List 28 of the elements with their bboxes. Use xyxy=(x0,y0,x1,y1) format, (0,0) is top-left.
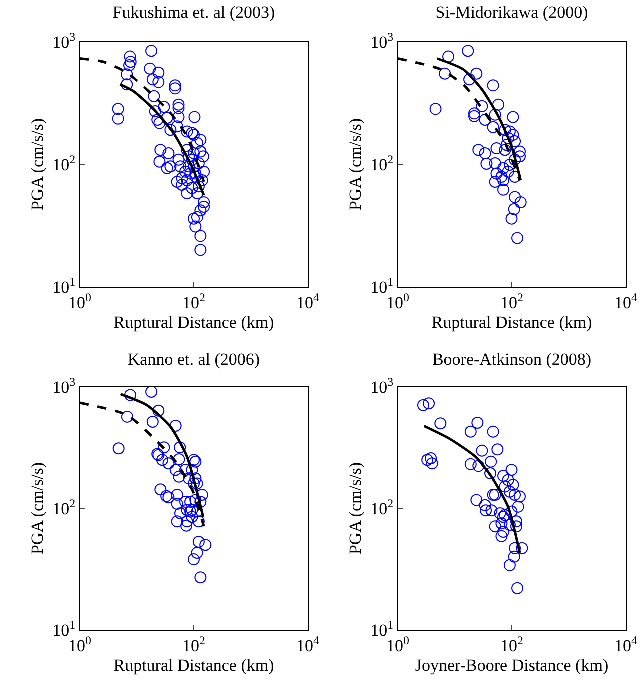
x-tick-label: 10$^{2}$ xyxy=(500,633,524,656)
x-tick-label: 10$^{4}$ xyxy=(296,290,320,312)
y-tick-label: 10$^{2}$ xyxy=(52,496,76,518)
x-tick-label: 10$^{4}$ xyxy=(614,290,638,312)
x-tick-label: 10$^{2}$ xyxy=(182,633,206,656)
y-tick-label: 10$^{3}$ xyxy=(52,30,76,52)
y-tick-label: 10$^{2}$ xyxy=(370,496,394,518)
x-tick-label: 10$^{2}$ xyxy=(182,290,206,312)
y-axis-title: PGA (cm/s/s) xyxy=(346,462,366,555)
y-tick-label: 10$^{3}$ xyxy=(370,374,394,397)
y-axis-title: PGA (cm/s/s) xyxy=(28,118,48,211)
x-axis-title: Ruptural Distance (km) xyxy=(114,312,274,332)
y-tick-label: 10$^{2}$ xyxy=(52,152,76,174)
y-tick-label: 10$^{2}$ xyxy=(370,152,394,174)
y-tick-label: 10$^{3}$ xyxy=(52,374,76,397)
y-tick-label: 10$^{3}$ xyxy=(370,30,394,52)
y-axis-title: PGA (cm/s/s) xyxy=(28,462,48,555)
x-tick-label: 10$^{2}$ xyxy=(500,290,524,312)
x-axis-title: Joyner-Boore Distance (km) xyxy=(415,656,609,675)
x-axis-title: Ruptural Distance (km) xyxy=(432,312,592,332)
chart-title: Kanno et. al (2006) xyxy=(128,350,260,369)
chart-title: Boore-Atkinson (2008) xyxy=(432,350,592,369)
chart-title: Si-Midorikawa (2000) xyxy=(436,2,588,22)
x-axis-title: Ruptural Distance (km) xyxy=(114,656,274,675)
x-tick-label: 10$^{4}$ xyxy=(296,633,320,656)
x-tick-label: 10$^{4}$ xyxy=(614,633,638,656)
y-axis-title: PGA (cm/s/s) xyxy=(346,118,366,211)
chart-title: Fukushima et. al (2003) xyxy=(112,2,276,22)
